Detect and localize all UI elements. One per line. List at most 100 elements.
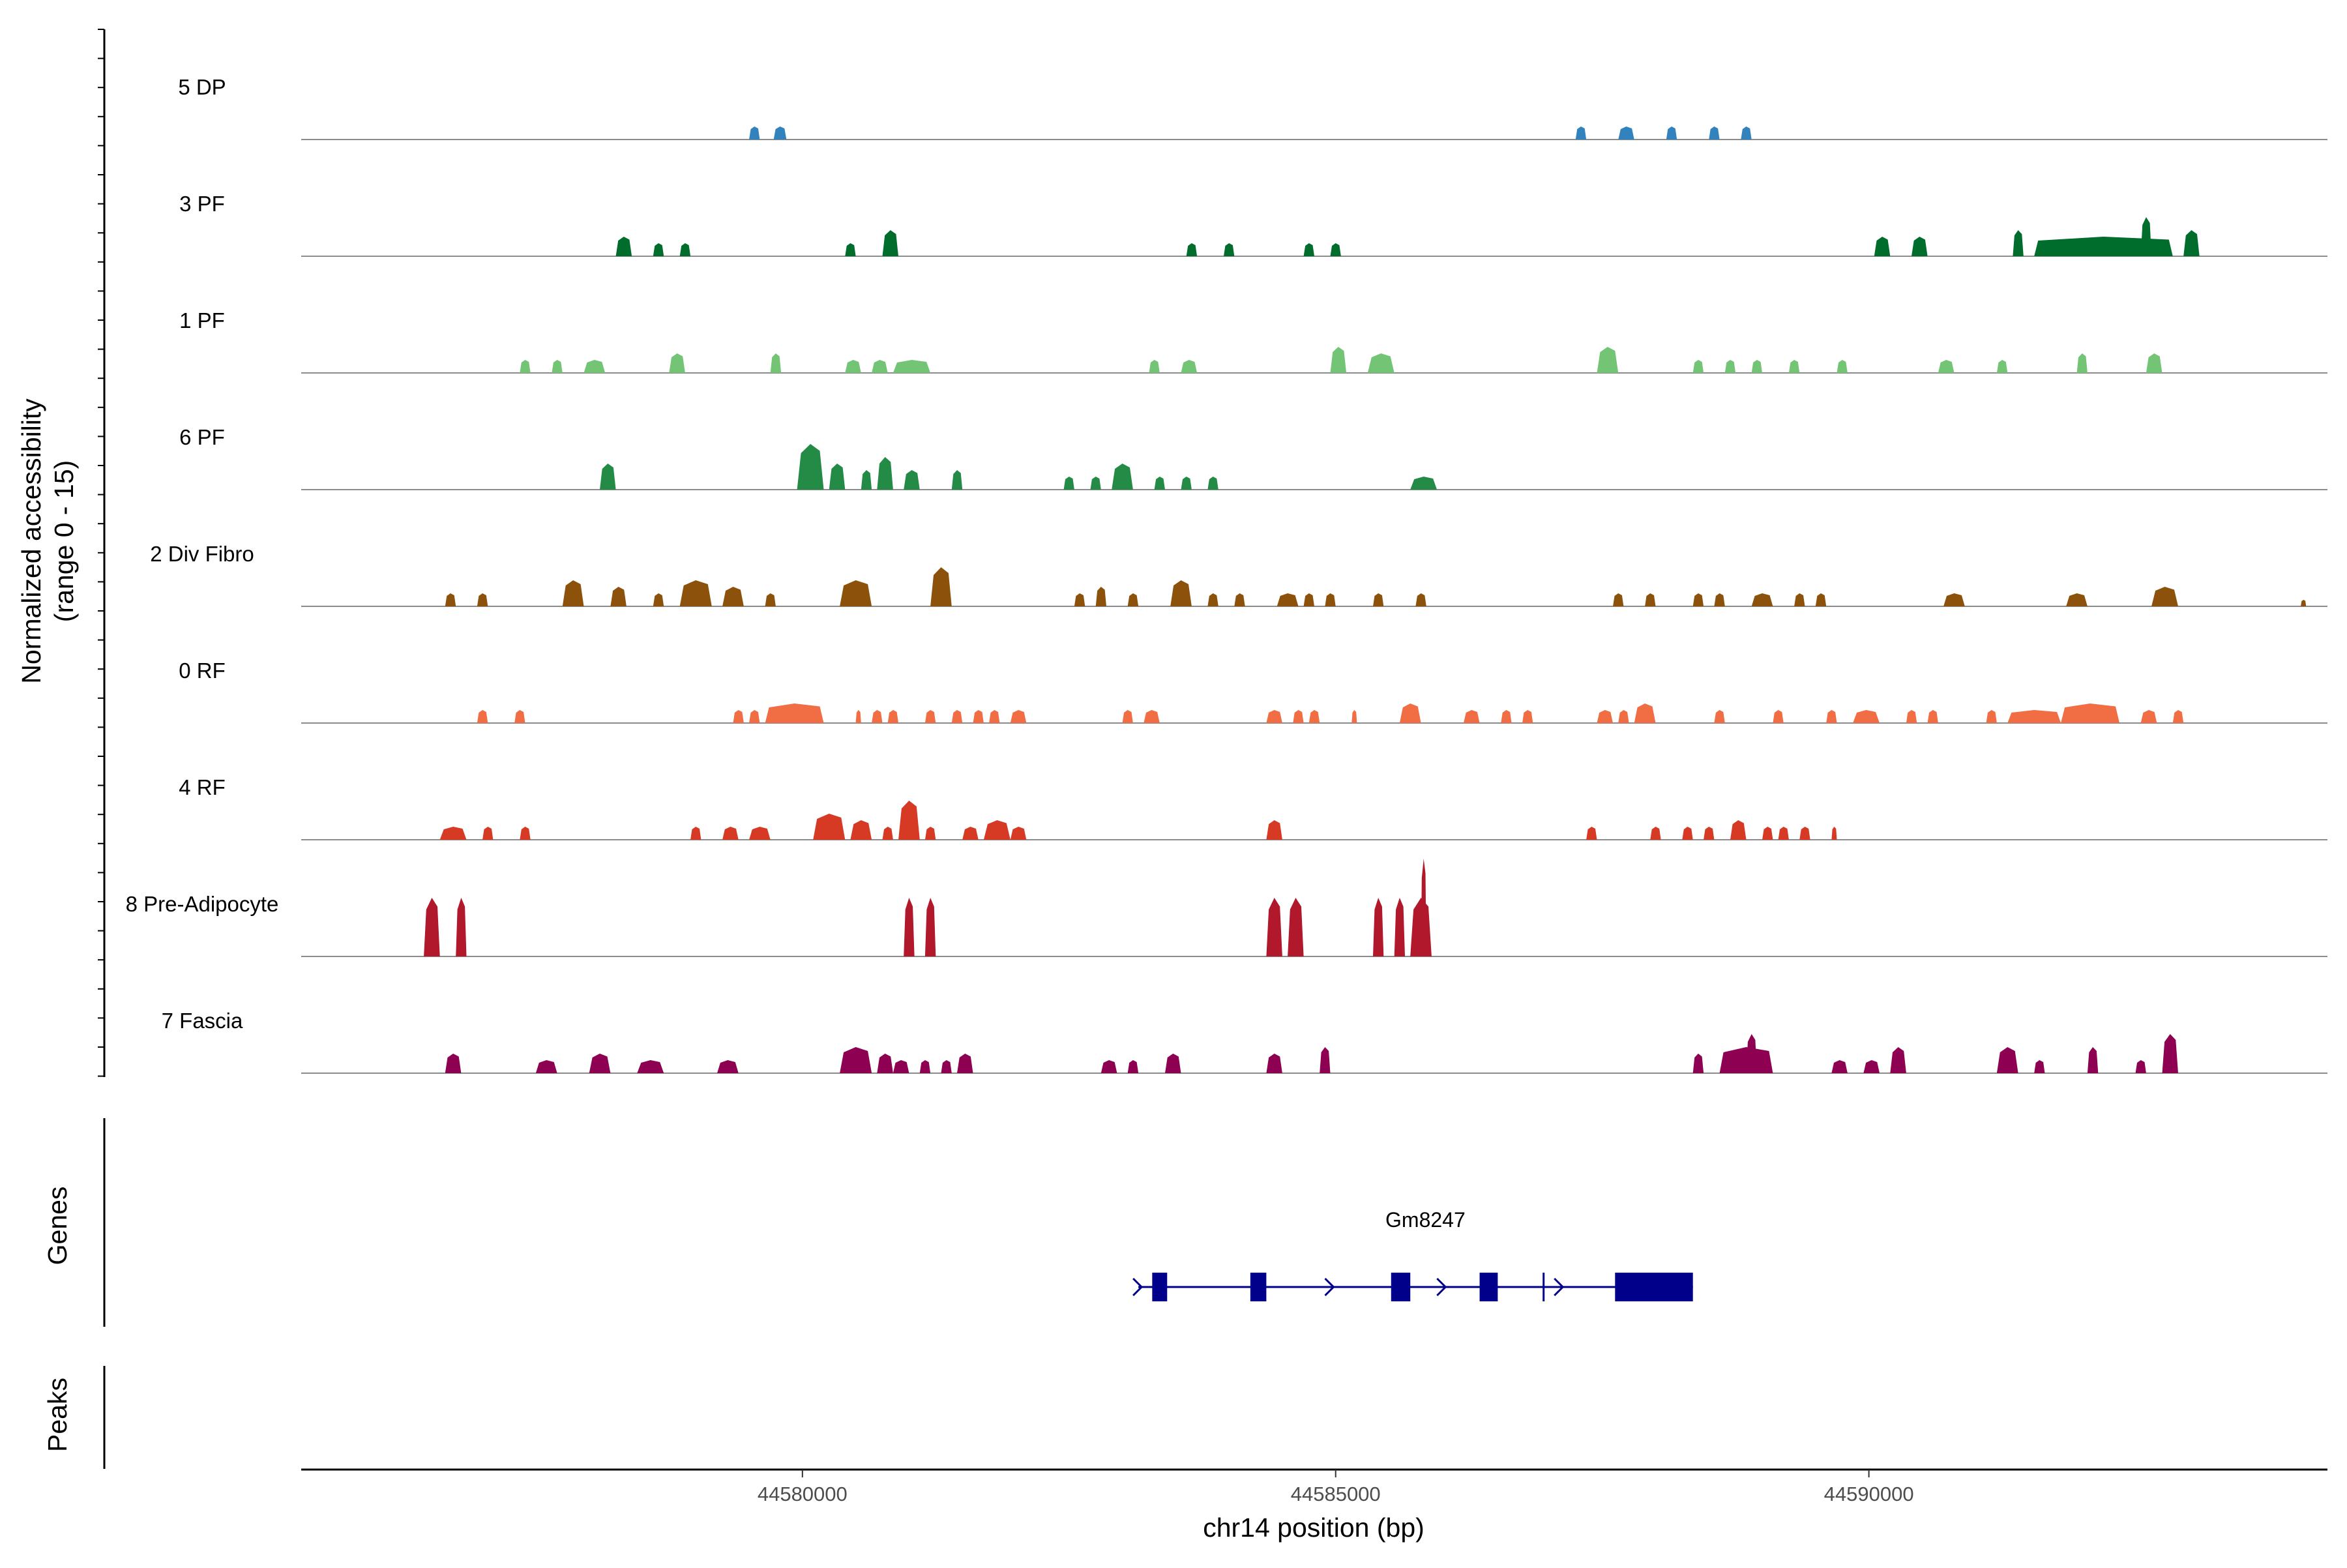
coverage-peak [1421, 859, 1426, 956]
coverage-peak [930, 567, 952, 606]
coverage-peak [2172, 710, 2184, 723]
coverage-peak [877, 457, 893, 490]
coverage-peak [1010, 827, 1027, 840]
coverage-peak [749, 126, 760, 140]
coverage-peak [1095, 587, 1106, 606]
coverage-peak [1730, 820, 1747, 840]
coverage-peak [1831, 827, 1837, 840]
coverage-peak [1788, 360, 1800, 373]
coverage-peak [1351, 710, 1357, 723]
genes-panel: Gm8247 [103, 1118, 1693, 1327]
track-label: 3 PF [179, 192, 225, 216]
coverage-peak [2066, 593, 2088, 606]
gene-exon [1152, 1273, 1168, 1301]
coverage-peak [1394, 898, 1405, 956]
coverage-peak [904, 898, 915, 956]
coverage-peak [637, 1060, 664, 1073]
coverage-peak [1165, 1054, 1181, 1073]
coverage-peak [1415, 593, 1426, 606]
coverage-peak [1778, 827, 1789, 840]
coverage-peak [2034, 1060, 2045, 1073]
coverage-peak [1912, 237, 1928, 256]
x-axis: 44580000 44585000 44590000 [301, 1468, 2327, 1505]
coverage-peak [1100, 1060, 1117, 1073]
coverage-peak [1714, 593, 1725, 606]
gene-exon [1391, 1273, 1411, 1301]
coverage-peak [872, 360, 888, 373]
coverage-peak [2146, 353, 2162, 373]
gene-exon [1479, 1273, 1498, 1301]
coverage-peak [840, 1047, 872, 1073]
coverage-peak [951, 470, 963, 490]
track-4-rf: 4 RF [179, 775, 2327, 840]
coverage-peak [1692, 1054, 1704, 1073]
coverage-peak [957, 1054, 973, 1073]
coverage-peak [924, 827, 936, 840]
coverage-peak [850, 820, 872, 840]
coverage-peak [1144, 710, 1160, 723]
coverage-peak [989, 710, 1000, 723]
coverage-peak [877, 1054, 893, 1073]
coverage-peak [2301, 600, 2307, 606]
coverage-peak [749, 710, 760, 723]
coverage-peak [2140, 217, 2152, 256]
strand-arrow [1436, 1277, 1447, 1297]
peaks-panel-title: Peaks [42, 1378, 72, 1452]
coverage-peak [813, 814, 846, 840]
x-tick-label: 44585000 [1291, 1483, 1381, 1505]
coverage-peak [1330, 347, 1347, 373]
coverage-peak [669, 353, 685, 373]
coverage-peak [829, 464, 846, 490]
coverage-peak [855, 710, 861, 723]
coverage-peak [1522, 710, 1533, 723]
coverage-peak [514, 710, 525, 723]
track-label: 2 Div Fibro [150, 542, 254, 566]
coverage-peak [610, 587, 627, 606]
coverage-peak [1127, 1060, 1139, 1073]
gene-gm8247: Gm8247 [1132, 1208, 1693, 1301]
coverage-peak [1127, 593, 1139, 606]
coverage-peak [589, 1054, 611, 1073]
coverage-peak [679, 243, 691, 256]
coverage-peak [951, 710, 963, 723]
coverage-peak [924, 898, 936, 956]
coverage-peak [1741, 126, 1752, 140]
coverage-peak [1122, 710, 1133, 723]
coverage-peak [1996, 360, 2008, 373]
coverage-peak [1170, 580, 1192, 606]
coverage-peak [1650, 827, 1661, 840]
coverage-peak [1831, 1060, 1848, 1073]
track-3-pf: 3 PF [179, 192, 2327, 257]
track-1-pf: 1 PF [179, 308, 2327, 374]
coverage-peak [1399, 703, 1421, 723]
coverage-peak [1746, 1034, 1757, 1073]
coverage-peak [1996, 1047, 2018, 1073]
coverage-peak [1181, 477, 1192, 490]
coverage-peak [2013, 230, 2024, 256]
track-label: 4 RF [179, 775, 226, 799]
coverage-peak [2076, 353, 2088, 373]
coverage-peak [1266, 1054, 1282, 1073]
coverage-peak [1773, 710, 1784, 723]
coverage-peak [2183, 230, 2200, 256]
coverage-peak [1682, 827, 1693, 840]
coverage-peak [1666, 126, 1677, 140]
coverage-peak [1234, 593, 1245, 606]
coverage-peak [1266, 898, 1282, 956]
coverage-peak [552, 360, 563, 373]
coverage-peak [1303, 593, 1314, 606]
coverage-peak [1501, 710, 1512, 723]
coverage-peak [717, 1060, 739, 1073]
coverage-peak [2061, 703, 2119, 723]
coverage-peak [861, 470, 872, 490]
accessibility-y-axis [98, 29, 106, 1077]
coverage-peak [1906, 710, 1917, 723]
coverage-peak [1288, 898, 1304, 956]
x-axis-title: chr14 position (bp) [1203, 1513, 1424, 1543]
coverage-peak [1303, 243, 1314, 256]
genes-panel-title: Genes [42, 1187, 72, 1265]
coverage-peak [1799, 827, 1810, 840]
coverage-peak [1853, 710, 1880, 723]
coverage-peak [1207, 593, 1218, 606]
